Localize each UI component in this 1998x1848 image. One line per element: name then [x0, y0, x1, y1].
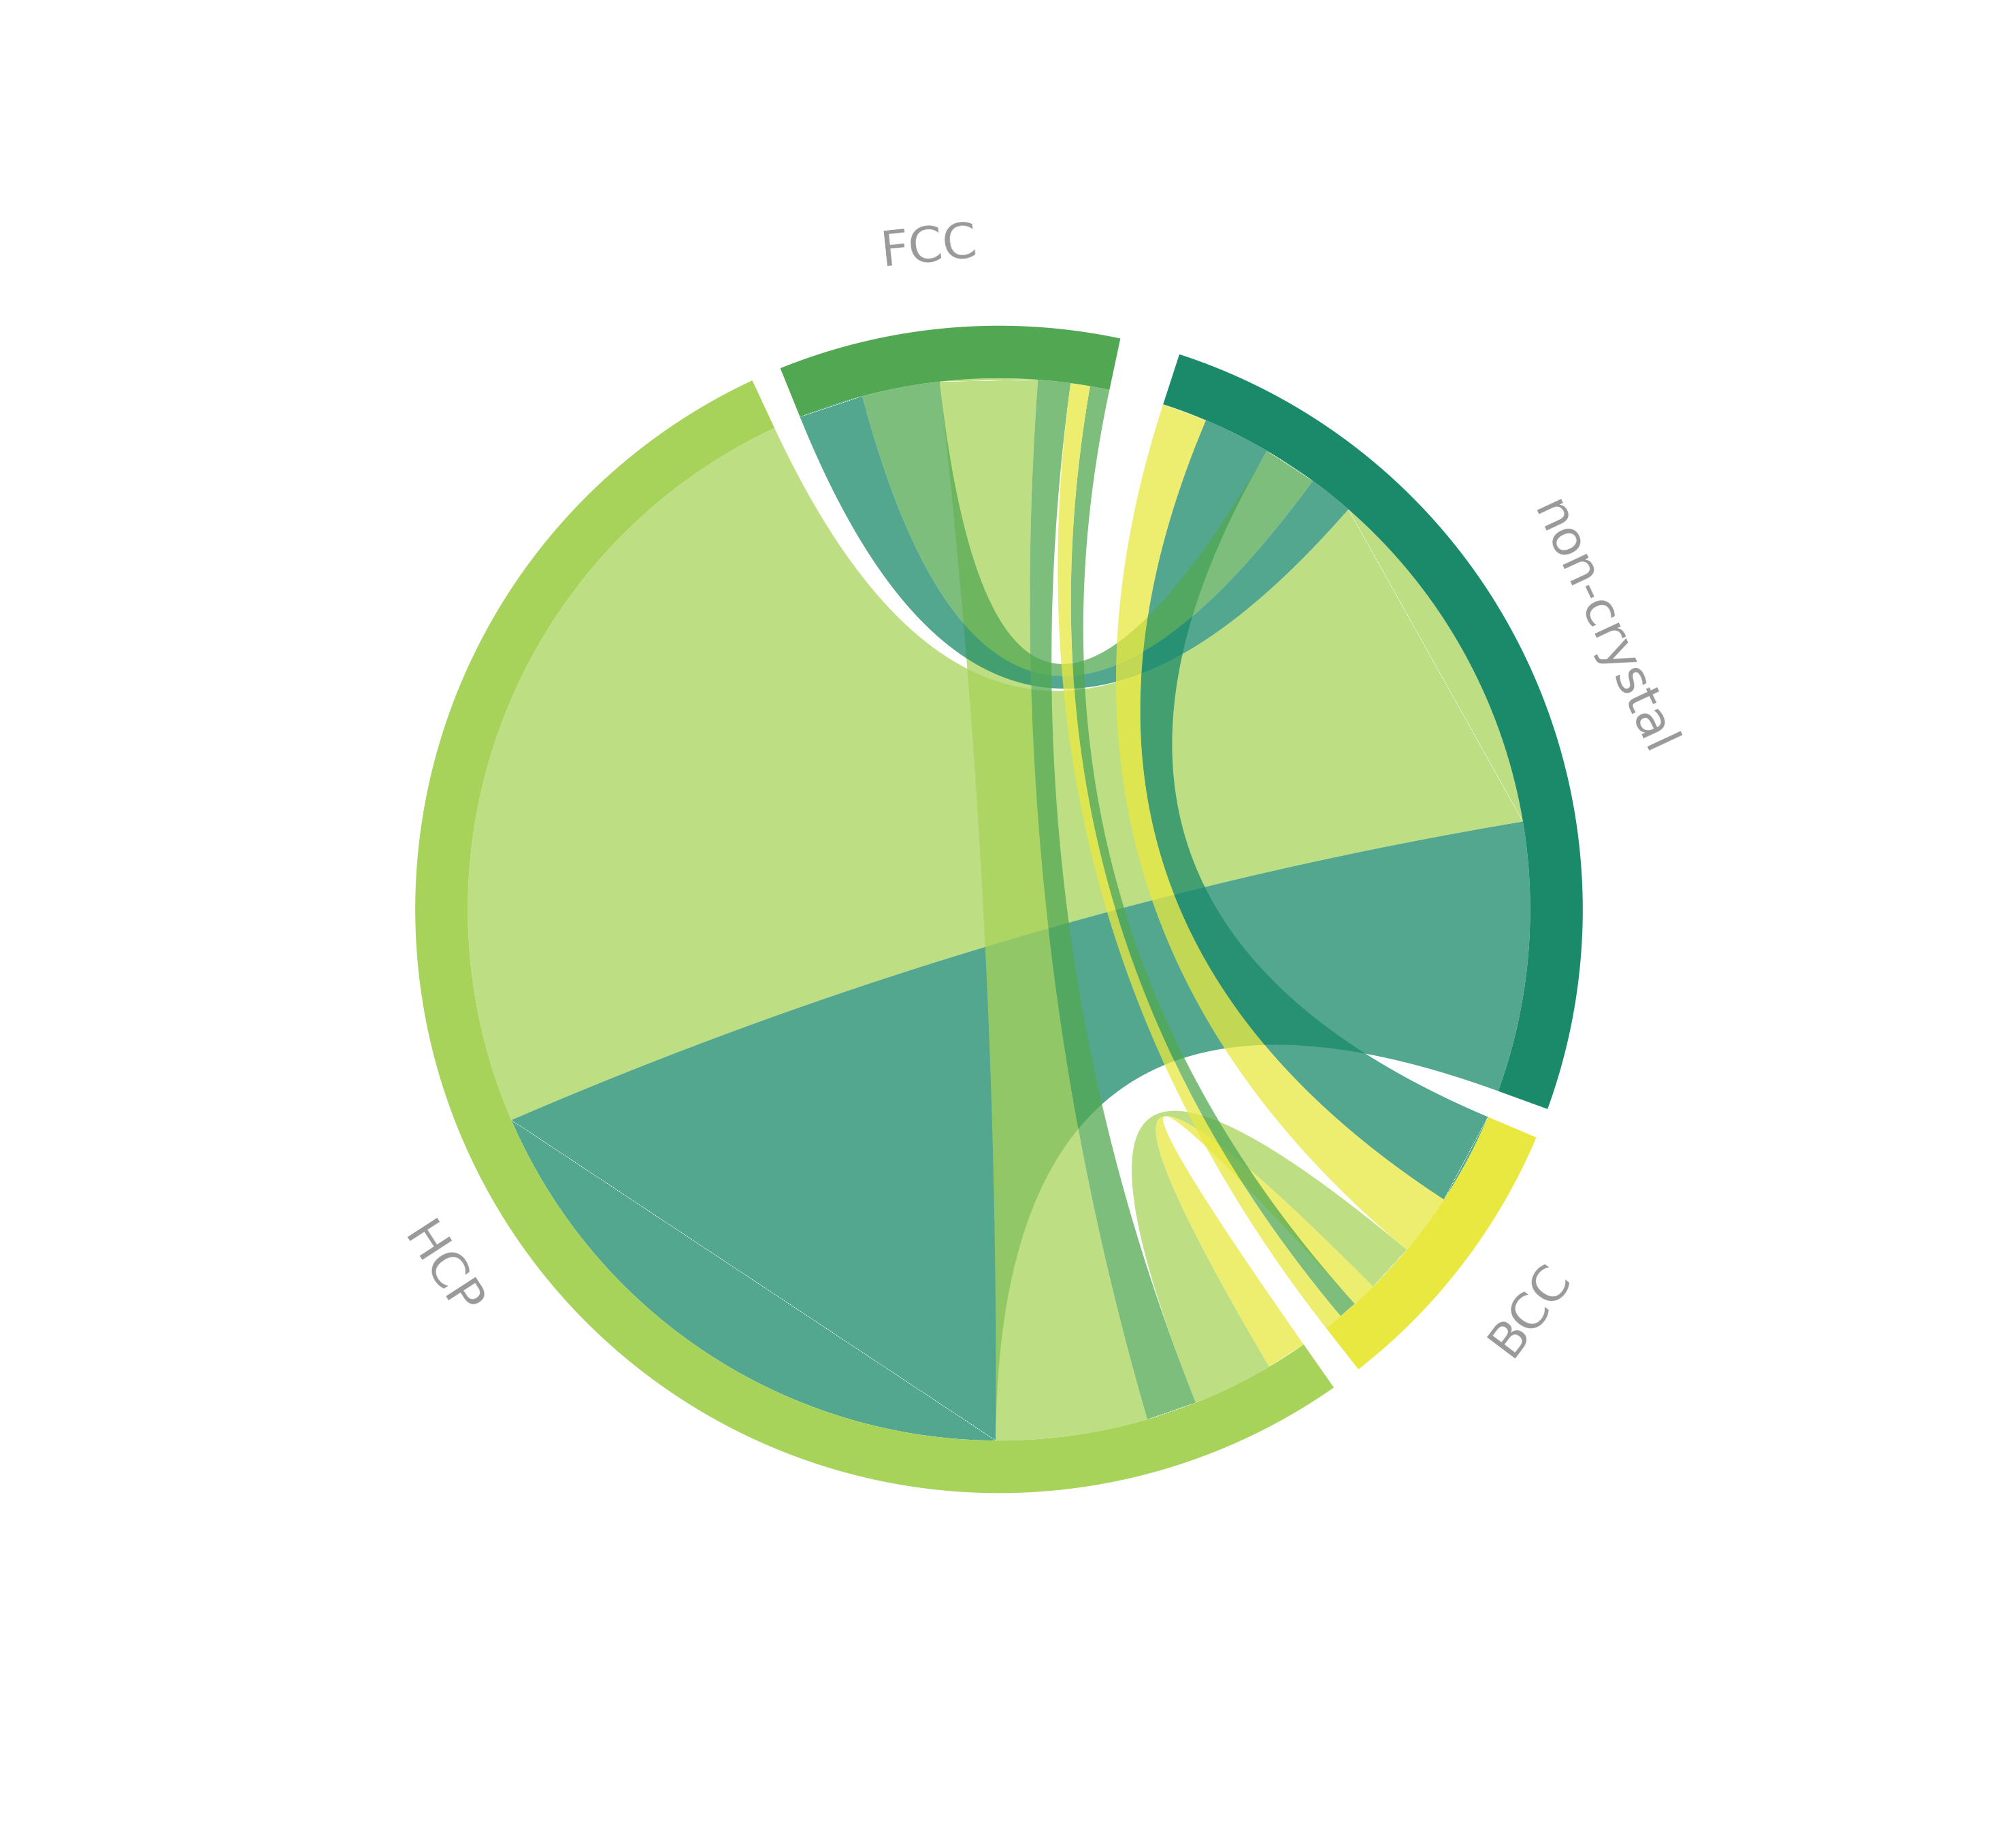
Polygon shape — [416, 381, 1335, 1493]
Text: FCC: FCC — [879, 220, 981, 275]
Text: HCP: HCP — [394, 1216, 488, 1327]
Polygon shape — [863, 381, 1313, 676]
Polygon shape — [781, 325, 1121, 418]
Text: non-crystal: non-crystal — [1522, 493, 1682, 763]
Polygon shape — [1117, 405, 1445, 1249]
Polygon shape — [1141, 419, 1489, 1199]
Polygon shape — [939, 379, 1147, 1441]
Polygon shape — [1157, 1116, 1373, 1368]
Polygon shape — [799, 395, 1349, 689]
Polygon shape — [511, 822, 1530, 1441]
Polygon shape — [1071, 386, 1355, 1316]
Polygon shape — [1163, 355, 1582, 1109]
Polygon shape — [1029, 379, 1195, 1419]
Polygon shape — [1057, 383, 1341, 1329]
Polygon shape — [1131, 1111, 1407, 1403]
Polygon shape — [1327, 1116, 1536, 1369]
Text: BCC: BCC — [1481, 1255, 1580, 1364]
Polygon shape — [468, 429, 1522, 1120]
